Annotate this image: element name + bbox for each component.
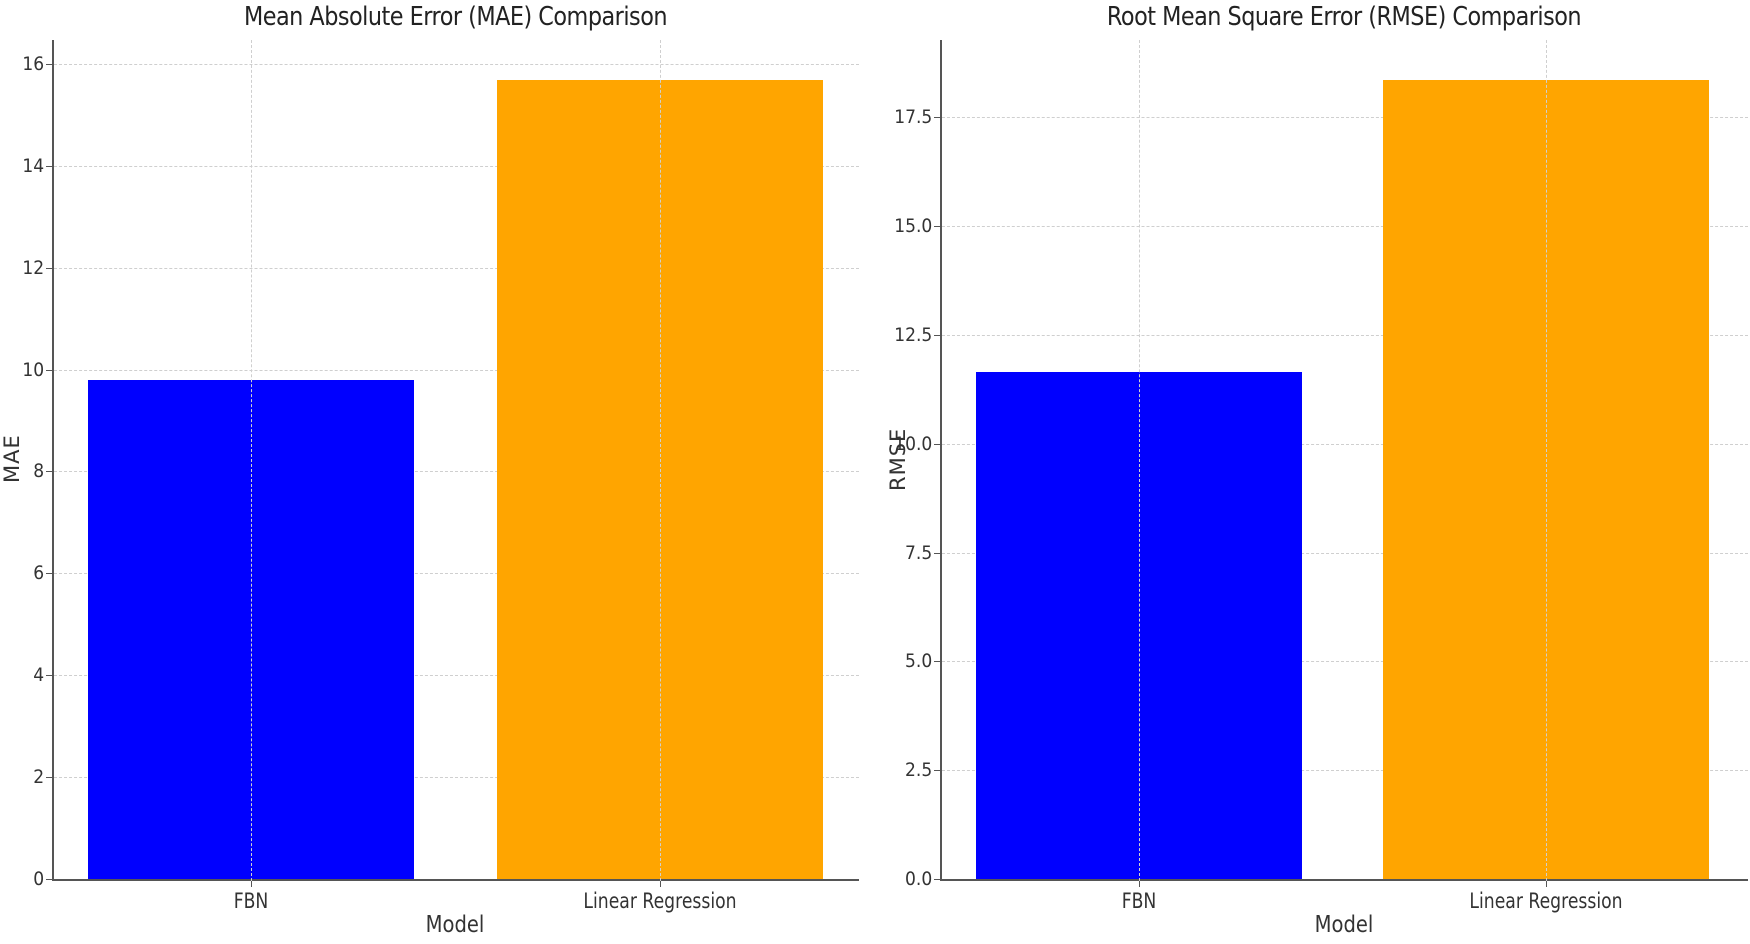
y-tick-label: 4 bbox=[33, 664, 44, 687]
y-tick-mark bbox=[46, 63, 52, 65]
y-tick-mark bbox=[934, 226, 940, 228]
y-tick-label: 10.0 bbox=[893, 432, 932, 455]
y-tick-label: 5.0 bbox=[904, 650, 932, 673]
y-tick-label: 15.0 bbox=[893, 215, 932, 238]
y-tick-mark bbox=[934, 879, 940, 880]
x-tick-label: Linear Regression bbox=[583, 889, 737, 913]
y-gridline bbox=[54, 675, 859, 677]
x-tick-mark bbox=[1546, 881, 1547, 887]
x-gridline bbox=[660, 40, 661, 881]
y-tick-mark bbox=[934, 661, 940, 663]
y-gridline bbox=[54, 777, 859, 779]
rmse-chart-title: Root Mean Square Error (RMSE) Comparison bbox=[1106, 2, 1582, 32]
y-tick-label: 16 bbox=[22, 52, 44, 75]
x-tick-label: Linear Regression bbox=[1469, 889, 1623, 913]
x-gridline bbox=[1546, 40, 1547, 881]
y-tick-label: 0 bbox=[33, 868, 44, 890]
y-tick-mark bbox=[46, 369, 52, 371]
mae-plot-area: 0 2 4 6 8 10 12 14 16 FBN Linear Regression bbox=[22, 40, 859, 913]
x-tick-mark bbox=[251, 881, 252, 887]
x-tick-mark bbox=[660, 881, 661, 887]
x-tick-mark bbox=[1139, 881, 1140, 887]
y-tick-mark bbox=[46, 675, 52, 677]
y-tick-label: 6 bbox=[33, 562, 44, 585]
y-tick-label: 0.0 bbox=[904, 868, 932, 890]
y-gridline bbox=[942, 335, 1748, 336]
y-gridline bbox=[942, 552, 1748, 554]
y-gridline bbox=[942, 770, 1748, 772]
x-tick-label: FBN bbox=[233, 889, 269, 913]
y-tick-mark bbox=[934, 117, 940, 119]
rmse-plot-area: 0.0 2.5 5.0 7.5 10.0 12.5 15.0 17.5 FBN Linear Re… bbox=[894, 40, 1748, 913]
y-tick-label: 14 bbox=[22, 154, 44, 177]
y-tick-mark bbox=[46, 165, 52, 167]
y-tick-mark bbox=[46, 777, 52, 779]
mae-y-axis bbox=[52, 40, 54, 881]
mae-x-axis bbox=[52, 879, 859, 881]
mae-y-axis-label: MAE bbox=[0, 434, 24, 483]
rmse-x-axis bbox=[940, 879, 1748, 881]
mae-x-axis-label: Model bbox=[425, 912, 485, 938]
y-gridline bbox=[942, 661, 1748, 663]
y-tick-mark bbox=[46, 879, 52, 880]
y-gridline bbox=[54, 63, 859, 65]
y-tick-mark bbox=[934, 443, 940, 445]
y-tick-label: 8 bbox=[33, 460, 44, 483]
y-tick-mark bbox=[934, 770, 940, 772]
y-gridline bbox=[54, 471, 859, 473]
y-tick-label: 12.5 bbox=[893, 324, 932, 346]
y-gridline bbox=[54, 573, 859, 575]
mae-chart-title: Mean Absolute Error (MAE) Comparison bbox=[243, 2, 668, 32]
y-tick-mark bbox=[46, 267, 52, 269]
rmse-x-axis-label: Model bbox=[1314, 912, 1374, 938]
y-tick-label: 12 bbox=[22, 256, 44, 279]
y-tick-label: 2 bbox=[33, 766, 44, 789]
x-tick-label: FBN bbox=[1121, 889, 1157, 913]
x-gridline bbox=[251, 40, 252, 881]
mae-chart: Mean Absolute Error (MAE) Comparison MAE… bbox=[0, 0, 870, 944]
y-gridline bbox=[942, 443, 1748, 445]
y-gridline bbox=[54, 369, 859, 371]
y-tick-label: 7.5 bbox=[904, 541, 932, 564]
y-tick-mark bbox=[46, 573, 52, 575]
y-gridline bbox=[54, 165, 859, 167]
y-tick-mark bbox=[46, 471, 52, 473]
y-gridline bbox=[942, 226, 1748, 228]
y-gridline bbox=[54, 267, 859, 269]
y-tick-mark bbox=[934, 335, 940, 336]
x-gridline bbox=[1139, 40, 1140, 881]
rmse-chart: Root Mean Square Error (RMSE) Comparison… bbox=[870, 0, 1750, 944]
y-tick-label: 2.5 bbox=[904, 759, 932, 782]
y-gridline bbox=[942, 117, 1748, 119]
y-tick-label: 10 bbox=[22, 358, 44, 381]
y-tick-mark bbox=[934, 552, 940, 554]
rmse-y-axis bbox=[940, 40, 942, 881]
y-tick-label: 17.5 bbox=[893, 106, 932, 129]
